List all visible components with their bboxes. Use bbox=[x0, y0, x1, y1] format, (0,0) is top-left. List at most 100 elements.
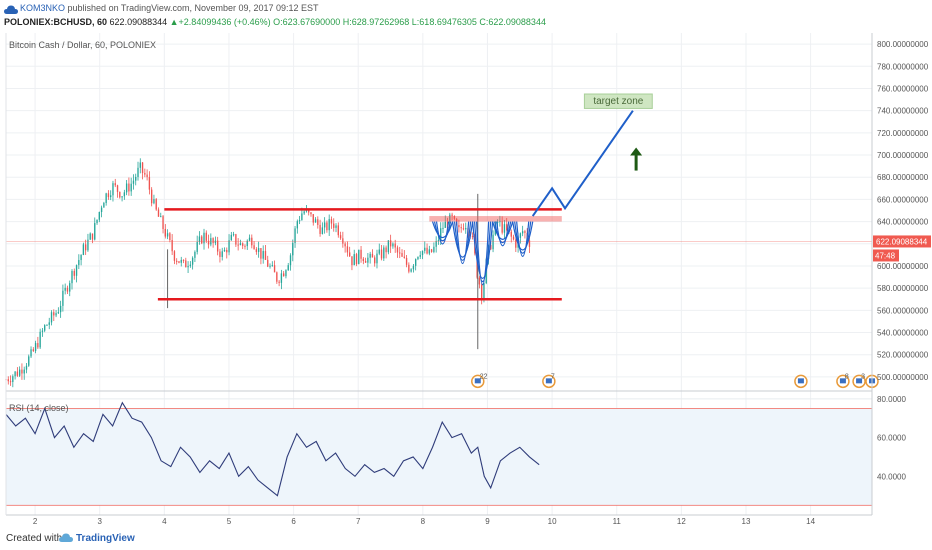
y-tick-label: 500.00000000 bbox=[877, 373, 929, 382]
y-tick-label: 800.00000000 bbox=[877, 40, 929, 49]
candle-body bbox=[69, 283, 71, 292]
published-text: published on TradingView.com, November 0… bbox=[67, 3, 319, 13]
y-tick-label: 600.00000000 bbox=[877, 262, 929, 271]
candle-body bbox=[321, 227, 324, 234]
candle-body bbox=[71, 270, 73, 284]
projection-path bbox=[531, 110, 634, 217]
candle-body bbox=[437, 240, 440, 242]
candle-body bbox=[221, 251, 223, 257]
candle-body bbox=[282, 273, 285, 277]
candle-body bbox=[435, 241, 437, 247]
candle-body bbox=[121, 196, 123, 198]
candle-body bbox=[294, 228, 296, 243]
event-badge-count: 3 bbox=[861, 373, 865, 380]
candle-body bbox=[141, 162, 144, 173]
rsi-panel bbox=[5, 401, 540, 497]
candle-body bbox=[360, 249, 362, 259]
candle-body bbox=[144, 172, 146, 175]
candle-body bbox=[292, 242, 294, 256]
candle-body bbox=[96, 219, 98, 224]
candle-body bbox=[110, 195, 112, 198]
candle-body bbox=[308, 209, 310, 213]
candle-body bbox=[237, 244, 239, 246]
candle-body bbox=[148, 177, 151, 190]
last-price-label: 622.09088344 bbox=[876, 237, 928, 246]
cup-arc bbox=[476, 221, 490, 286]
x-tick-label: 6 bbox=[291, 517, 296, 526]
candle-body bbox=[25, 365, 28, 370]
quote-line: POLONIEX:BCHUSD, 60 622.09088344 ▲+2.840… bbox=[4, 17, 546, 27]
candle-body bbox=[125, 183, 128, 193]
candle-body bbox=[521, 231, 524, 234]
candle-body bbox=[380, 249, 383, 259]
y-tick-label: 660.00000000 bbox=[877, 195, 929, 204]
change-text: +2.84099436 (+0.46%) bbox=[178, 17, 271, 27]
candle-body bbox=[248, 237, 251, 241]
candle-body bbox=[230, 234, 233, 241]
candle-body bbox=[107, 193, 110, 198]
candle-body bbox=[314, 219, 317, 223]
x-tick-label: 3 bbox=[97, 517, 102, 526]
candle-body bbox=[387, 240, 390, 253]
last-price-tag bbox=[873, 235, 931, 248]
rsi-y-tick-label: 40.0000 bbox=[877, 472, 906, 481]
candle-body bbox=[257, 248, 260, 252]
candle-body bbox=[369, 253, 371, 258]
candle-body bbox=[246, 240, 248, 247]
candle-body bbox=[337, 225, 339, 236]
cup-arc bbox=[433, 221, 452, 242]
cup-arc bbox=[492, 221, 514, 240]
tradingview-cloud-icon bbox=[4, 5, 18, 14]
event-badge-flag-icon bbox=[856, 378, 863, 384]
candle-body bbox=[14, 371, 16, 377]
price-candles bbox=[5, 158, 531, 388]
candle-body bbox=[458, 225, 460, 228]
candle-body bbox=[364, 261, 367, 263]
chart-canvas[interactable]: target zone 22 7 8 3 2 3 4 5 6 7 8 9 10 11 12 13 14 500.0… bbox=[0, 30, 932, 527]
y-tick-label: 640.00000000 bbox=[877, 218, 929, 227]
tradingview-brand[interactable]: TradingView bbox=[76, 533, 135, 544]
open-value: O:623.67690000 bbox=[273, 17, 341, 27]
candle-body bbox=[301, 213, 303, 221]
candle-body bbox=[490, 245, 492, 250]
candle-body bbox=[310, 212, 312, 215]
created-with-label: Created with bbox=[6, 533, 63, 544]
candle-body bbox=[34, 343, 37, 351]
event-badge-flag-icon bbox=[474, 378, 481, 384]
candle-body bbox=[78, 260, 80, 266]
candle-body bbox=[312, 214, 314, 223]
candle-body bbox=[444, 221, 446, 228]
candle-body bbox=[480, 284, 483, 299]
candle-body bbox=[374, 257, 376, 264]
candle-body bbox=[280, 273, 283, 283]
rsi-title: RSI (14, close) bbox=[9, 403, 69, 413]
x-tick-label: 5 bbox=[227, 517, 232, 526]
candle-body bbox=[394, 243, 396, 248]
candle-body bbox=[153, 199, 155, 204]
candle-body bbox=[242, 243, 244, 246]
candle-body bbox=[319, 224, 321, 234]
candle-body bbox=[323, 222, 326, 228]
tradingview-logo-icon bbox=[59, 533, 73, 542]
candle-body bbox=[376, 253, 378, 264]
cup-arc bbox=[494, 221, 512, 244]
resistance-zone bbox=[429, 216, 562, 222]
candle-body bbox=[271, 265, 273, 267]
publisher-name[interactable]: KOM3NKO bbox=[20, 3, 66, 13]
candle-body bbox=[226, 249, 228, 253]
candle-body bbox=[501, 221, 503, 233]
cup-arc bbox=[435, 221, 450, 245]
candle-body bbox=[465, 228, 467, 230]
x-tick-label: 13 bbox=[742, 517, 751, 526]
rsi-y-tick-label: 80.0000 bbox=[877, 395, 906, 404]
candle-body bbox=[50, 312, 53, 323]
candle-body bbox=[453, 215, 456, 219]
candle-body bbox=[355, 254, 358, 265]
candle-body bbox=[405, 257, 408, 265]
candle-body bbox=[389, 240, 392, 247]
close-value: C:622.09088344 bbox=[479, 17, 546, 27]
candle-body bbox=[492, 234, 494, 250]
candle-body bbox=[478, 277, 481, 285]
candle-body bbox=[367, 257, 369, 263]
candle-body bbox=[276, 272, 278, 282]
